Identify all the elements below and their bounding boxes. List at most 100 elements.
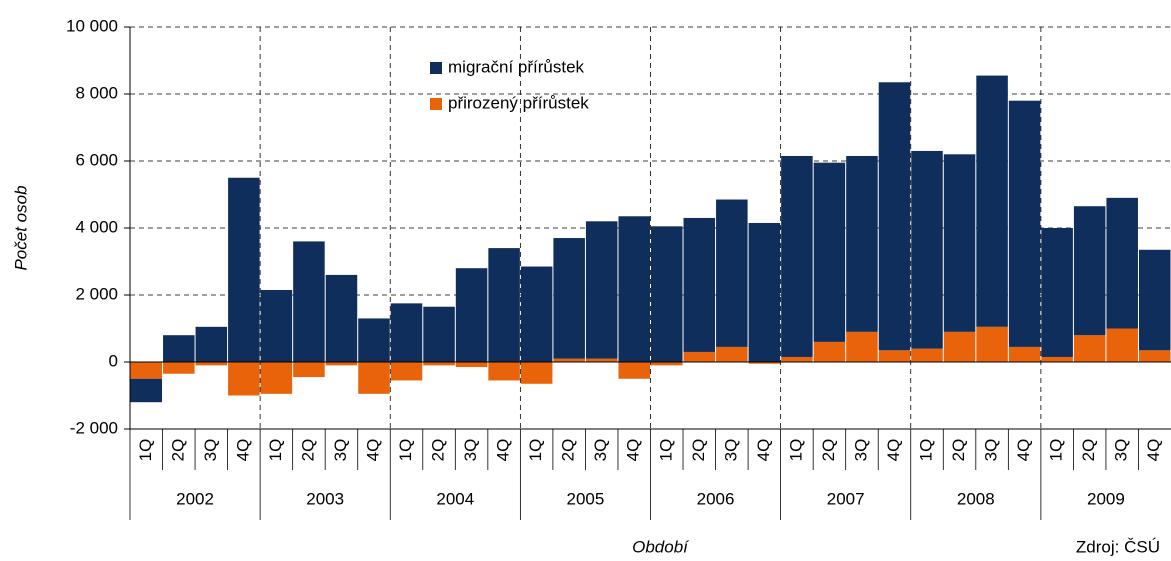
bar [716, 199, 748, 347]
x-tick-label: 2Q [949, 439, 968, 462]
y-tick-label: 4 000 [75, 217, 118, 236]
bar [130, 378, 163, 403]
x-tick-label: 2Q [819, 439, 838, 462]
bar [781, 356, 813, 362]
bar [520, 266, 553, 362]
bar [846, 155, 878, 332]
bar [651, 226, 683, 362]
legend-swatch [430, 62, 442, 74]
x-tick-label: 1Q [136, 439, 155, 462]
bar [976, 326, 1008, 362]
x-tick-label: 3Q [591, 439, 610, 462]
bar [455, 362, 488, 368]
year-label: 2005 [567, 489, 605, 508]
bar [846, 331, 878, 362]
x-tick-label: 1Q [786, 439, 805, 462]
bar [683, 351, 716, 362]
year-label: 2006 [697, 489, 735, 508]
bar [1106, 197, 1138, 329]
y-tick-label: 8 000 [75, 83, 118, 102]
bar [976, 75, 1008, 327]
x-tick-label: 2Q [559, 439, 578, 462]
bar [1008, 346, 1041, 362]
bar [1138, 350, 1171, 362]
x-tick-label: 2Q [298, 439, 317, 462]
bar [390, 362, 423, 381]
bar [1138, 249, 1171, 351]
x-tick-label: 3Q [331, 439, 350, 462]
legend-label: migrační přírůstek [448, 57, 585, 76]
bar [423, 306, 455, 362]
bar [1041, 356, 1073, 362]
bar [716, 346, 748, 362]
y-tick-label: 6 000 [75, 150, 118, 169]
bar [878, 350, 911, 362]
x-tick-label: 1Q [1047, 439, 1066, 462]
year-label: 2007 [827, 489, 865, 508]
bar [585, 358, 618, 362]
bar [390, 303, 423, 362]
x-tick-label: 4Q [624, 439, 643, 462]
x-tick-label: 3Q [201, 439, 220, 462]
bar [130, 362, 163, 379]
x-tick-label: 2Q [168, 439, 187, 462]
bar [943, 154, 976, 332]
x-tick-label: 3Q [721, 439, 740, 462]
bar [260, 289, 293, 362]
y-tick-label: 10 000 [66, 16, 118, 35]
bar [260, 362, 293, 394]
x-tick-label: 3Q [851, 439, 870, 462]
bar [1008, 100, 1041, 347]
bar [195, 362, 228, 366]
bar [228, 177, 260, 362]
bar [911, 348, 943, 362]
bar [813, 341, 846, 362]
y-tick-label: 0 [109, 351, 118, 370]
x-tick-label: 1Q [396, 439, 415, 462]
legend-label: přirozený přírůstek [448, 93, 589, 112]
bar [358, 362, 390, 394]
source: Zdroj: ČSÚ [1076, 537, 1160, 556]
x-tick-label: 4Q [1144, 439, 1163, 462]
x-tick-label: 3Q [1112, 439, 1131, 462]
x-tick-label: 1Q [266, 439, 285, 462]
bar [911, 150, 943, 349]
y-tick-label: 2 000 [75, 284, 118, 303]
bar [228, 362, 260, 396]
y-tick-label: -2 000 [70, 418, 118, 437]
year-label: 2003 [306, 489, 344, 508]
x-tick-label: 3Q [461, 439, 480, 462]
bar [293, 241, 325, 362]
x-tick-label: 4Q [754, 439, 773, 462]
bar [585, 221, 618, 359]
bar [195, 326, 228, 362]
bar [553, 358, 585, 362]
x-tick-label: 2Q [689, 439, 708, 462]
bar [781, 155, 813, 357]
bar [163, 362, 195, 374]
bar [618, 362, 650, 379]
year-label: 2004 [436, 489, 474, 508]
bar [1041, 228, 1073, 357]
bar [748, 222, 781, 362]
bar [943, 331, 976, 362]
bar [618, 216, 650, 362]
bar [878, 82, 911, 351]
x-tick-label: 1Q [526, 439, 545, 462]
legend-swatch [430, 98, 442, 110]
x-tick-label: 4Q [884, 439, 903, 462]
year-label: 2002 [176, 489, 214, 508]
bar [683, 217, 716, 352]
bar [488, 362, 520, 381]
bar [553, 238, 585, 359]
y-axis-label: Počet osob [11, 185, 30, 270]
bar [358, 318, 390, 362]
bar [423, 362, 455, 366]
x-tick-label: 4Q [1014, 439, 1033, 462]
bar [1106, 328, 1138, 362]
x-tick-label: 4Q [233, 439, 252, 462]
x-tick-label: 2Q [1079, 439, 1098, 462]
bar [520, 362, 553, 384]
bar [455, 268, 488, 362]
